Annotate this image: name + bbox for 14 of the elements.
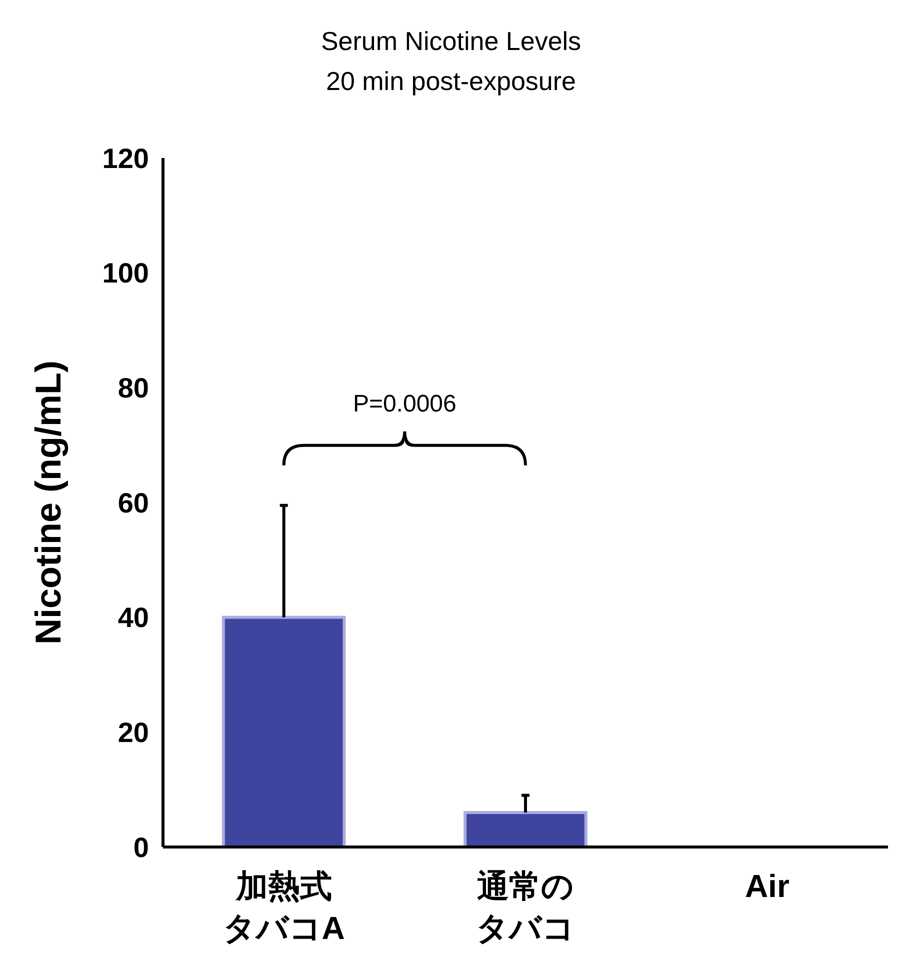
y-tick-label: 40 <box>118 602 149 634</box>
y-axis-title: Nicotine (ng/mL) <box>28 360 69 644</box>
y-tick-label: 80 <box>118 372 149 404</box>
x-tick-label: 加熱式タバコA <box>222 868 345 946</box>
y-tick-label: 120 <box>102 142 149 174</box>
y-tick-label: 0 <box>133 832 149 863</box>
chart-title: Serum Nicotine Levels <box>320 26 582 56</box>
x-tick-label: Air <box>744 868 790 904</box>
x-tick-label: 通常のタバコ <box>476 868 575 946</box>
y-tick-label: 60 <box>118 487 149 518</box>
annotation: P=0.0006 <box>352 390 456 418</box>
y-tick-label: 100 <box>102 258 149 289</box>
y-tick-label: 20 <box>118 716 149 748</box>
chart-subtitle: 20 min post-exposure <box>326 66 576 96</box>
